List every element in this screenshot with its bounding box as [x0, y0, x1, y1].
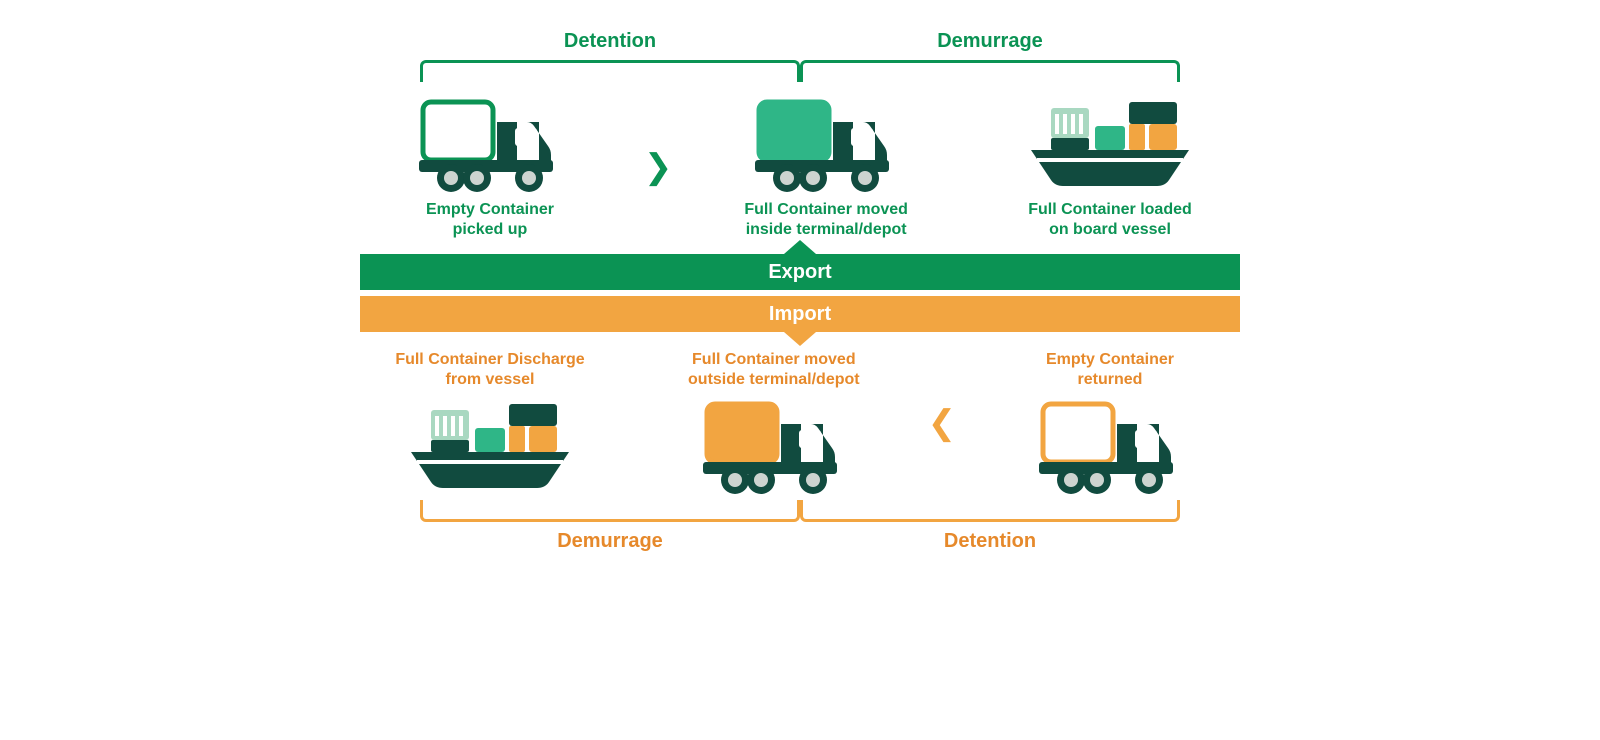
stage-import-discharge: Full Container Discharge from vessel — [360, 350, 620, 496]
truck-full-icon — [751, 94, 901, 194]
stage-export-full-terminal: Full Container moved inside terminal/dep… — [696, 94, 956, 240]
export-brackets — [360, 60, 1240, 86]
caption-line: picked up — [426, 220, 554, 240]
export-arrow-up-icon — [784, 240, 816, 254]
caption-line: Full Container moved — [688, 350, 860, 370]
import-demurrage-bracket — [420, 500, 800, 522]
stage-export-loaded-vessel: Full Container loaded on board vessel — [980, 94, 1240, 240]
export-bracket-labels: Detention Demurrage — [360, 30, 1240, 60]
import-bar: Import — [360, 296, 1240, 332]
truck-empty-icon — [1035, 396, 1185, 496]
truck-full-icon — [699, 396, 849, 496]
caption: Full Container Discharge from vessel — [395, 350, 584, 390]
center-bars: Export Import — [360, 254, 1240, 332]
export-bar-label: Export — [768, 261, 831, 284]
export-bar: Export — [360, 254, 1240, 290]
ship-icon — [405, 396, 575, 496]
caption-line: Full Container loaded — [1028, 200, 1192, 220]
export-detention-bracket — [420, 60, 800, 82]
caption: Full Container moved inside terminal/dep… — [744, 200, 908, 240]
caption-line: Empty Container — [1046, 350, 1174, 370]
import-demurrage-label: Demurrage — [420, 530, 800, 553]
caption-line: Full Container moved — [744, 200, 908, 220]
caption: Full Container moved outside terminal/de… — [688, 350, 860, 390]
caption-line: Full Container Discharge — [395, 350, 584, 370]
chevron-left-icon: ❮ — [928, 403, 957, 443]
export-row: Empty Container picked up ❯ Full Contain… — [360, 86, 1240, 244]
caption: Empty Container picked up — [426, 200, 554, 240]
export-demurrage-label: Demurrage — [800, 30, 1180, 53]
chevron-right-icon: ❯ — [644, 147, 673, 187]
caption: Empty Container returned — [1046, 350, 1174, 390]
import-arrow-down-icon — [784, 332, 816, 346]
ship-icon — [1025, 94, 1195, 194]
import-bar-label: Import — [769, 303, 831, 326]
caption-line: returned — [1046, 370, 1174, 390]
caption-line: inside terminal/depot — [744, 220, 908, 240]
import-brackets — [360, 500, 1240, 526]
import-bracket-labels: Demurrage Detention — [360, 530, 1240, 560]
export-detention-label: Detention — [420, 30, 800, 53]
import-detention-label: Detention — [800, 530, 1180, 553]
export-demurrage-bracket — [800, 60, 1180, 82]
stage-import-empty-return: Empty Container returned — [980, 350, 1240, 496]
stage-import-full-outside: Full Container moved outside terminal/de… — [644, 350, 904, 496]
demurrage-detention-diagram: Detention Demurrage Empty Container pick… — [360, 30, 1240, 560]
import-row: Full Container Discharge from vessel Ful… — [360, 342, 1240, 500]
stage-export-empty-pickup: Empty Container picked up — [360, 94, 620, 240]
import-detention-bracket — [800, 500, 1180, 522]
truck-empty-icon — [415, 94, 565, 194]
caption-line: outside terminal/depot — [688, 370, 860, 390]
caption-line: on board vessel — [1028, 220, 1192, 240]
caption-line: from vessel — [395, 370, 584, 390]
caption-line: Empty Container — [426, 200, 554, 220]
caption: Full Container loaded on board vessel — [1028, 200, 1192, 240]
